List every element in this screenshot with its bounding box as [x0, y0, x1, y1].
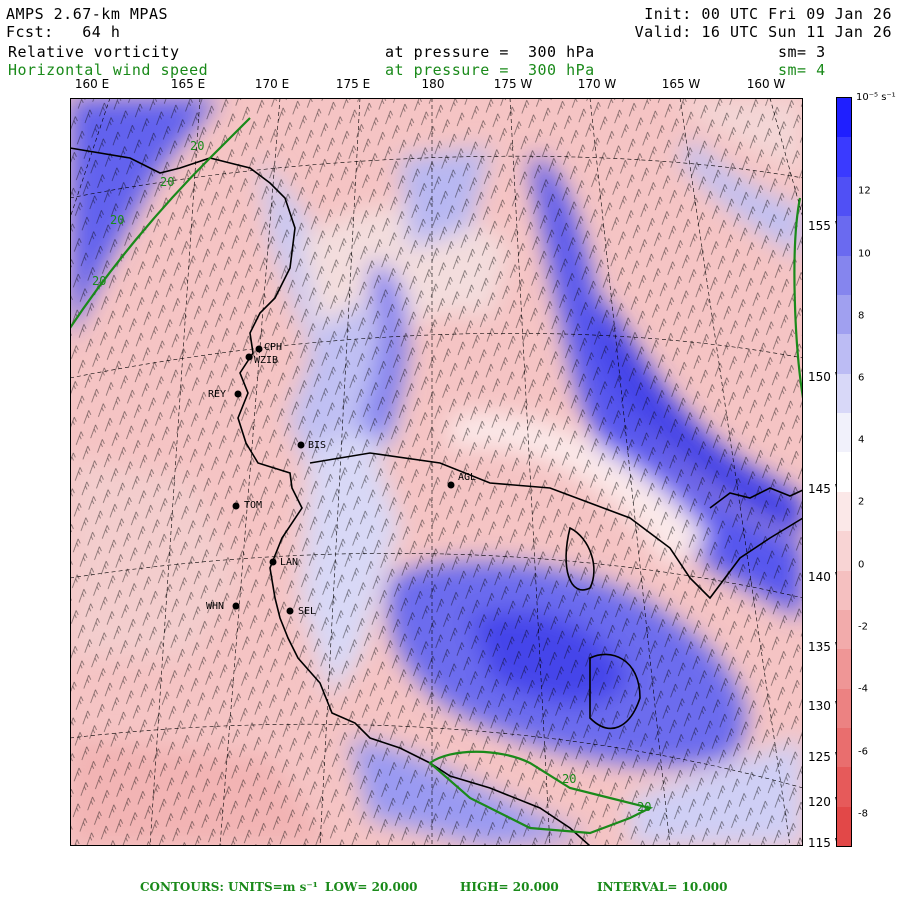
station-label: REY	[208, 389, 227, 400]
colorbar-swatch	[837, 373, 851, 413]
lon-label: 175 E	[335, 77, 371, 91]
contour-label: 20	[562, 772, 577, 786]
colorbar-swatch	[837, 570, 851, 610]
colorbar-label: -8	[858, 808, 868, 820]
colorbar-swatch	[837, 728, 851, 768]
lon-label: 165 W	[661, 77, 701, 91]
colorbar-swatch	[837, 98, 851, 138]
colorbar-swatch	[837, 491, 851, 532]
init-time: Init: 00 UTC Fri 09 Jan 26	[644, 5, 892, 23]
lon-label: 170 W	[577, 77, 617, 91]
contour-label: 20	[110, 213, 125, 227]
model-title: AMPS 2.67-km MPAS	[6, 5, 169, 23]
colorbar-swatch	[837, 688, 851, 728]
colorbar-swatch	[837, 176, 851, 217]
station-label: BIS	[308, 440, 327, 451]
forecast-hour: Fcst: 64 h	[6, 23, 121, 41]
colorbar-label: 2	[858, 496, 865, 508]
colorbar-swatch	[837, 767, 851, 807]
station-label: AGL	[458, 472, 477, 483]
colorbar-swatch	[837, 216, 851, 256]
colorbar	[836, 97, 852, 847]
field1-level: at pressure = 300 hPa	[385, 43, 595, 61]
vorticity-map	[70, 98, 803, 846]
colorbar-label: 0	[858, 559, 865, 571]
colorbar-swatch	[837, 255, 851, 295]
station-label: TOM	[244, 500, 263, 511]
colorbar-label: -6	[858, 746, 868, 758]
contour-label: 20	[92, 274, 107, 288]
valid-time: Valid: 16 UTC Sun 11 Jan 26	[634, 23, 892, 41]
colorbar-label: -4	[858, 683, 868, 695]
colorbar-swatch	[837, 609, 851, 650]
station-label: SEL	[298, 606, 317, 617]
colorbar-label: 10	[858, 248, 871, 260]
field1-name: Relative vorticity	[8, 43, 180, 61]
colorbar-label: 8	[858, 310, 865, 322]
contour-label: 20	[160, 175, 175, 189]
footer-units: UNITS=m s⁻¹	[228, 880, 318, 894]
contour-label: 20	[637, 800, 652, 814]
contour-label: 20	[190, 139, 205, 153]
station-label: LAN	[280, 557, 299, 568]
colorbar-swatch	[837, 452, 851, 492]
colorbar-label: 6	[858, 372, 865, 384]
lon-label: 175 W	[493, 77, 533, 91]
footer-low: LOW= 20.000	[325, 880, 418, 894]
lon-label: 180	[421, 77, 445, 91]
station-label: WZIB	[254, 355, 279, 366]
colorbar-swatch	[837, 806, 851, 847]
station-label: CPH	[264, 342, 283, 353]
colorbar-label: 4	[858, 434, 865, 446]
colorbar-swatch	[837, 334, 851, 374]
footer-high: HIGH= 20.000	[460, 880, 559, 894]
colorbar-swatch	[837, 531, 851, 571]
field2-smooth: sm= 4	[778, 61, 826, 79]
colorbar-label: -2	[858, 621, 868, 633]
field1-smooth: sm= 3	[778, 43, 826, 61]
colorbar-swatch	[837, 137, 851, 177]
colorbar-swatch	[837, 294, 851, 335]
lon-label: 165 E	[170, 77, 206, 91]
station-label: WHN	[206, 601, 225, 612]
lon-label: 170 E	[254, 77, 290, 91]
lon-label: 160 E	[74, 77, 110, 91]
field2-name: Horizontal wind speed	[8, 61, 209, 79]
field2-level: at pressure = 300 hPa	[385, 61, 595, 79]
colorbar-swatch	[837, 649, 851, 689]
colorbar-unit: 10⁻⁵ s⁻¹	[856, 92, 896, 103]
lon-label: 160 W	[746, 77, 786, 91]
colorbar-swatch	[837, 413, 851, 453]
footer-contours: CONTOURS:	[140, 880, 224, 894]
footer-interval: INTERVAL= 10.000	[597, 880, 728, 894]
colorbar-label: 12	[858, 185, 871, 197]
